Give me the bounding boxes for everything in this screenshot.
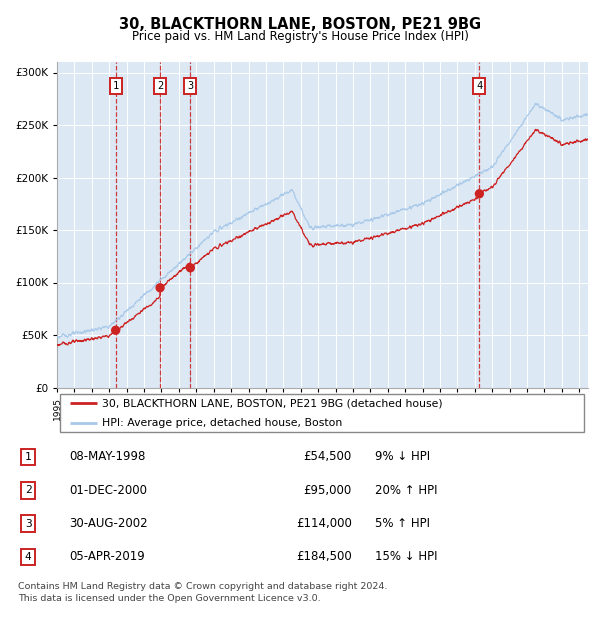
Text: 4: 4 [25,552,32,562]
Text: 9% ↓ HPI: 9% ↓ HPI [375,450,430,463]
Point [155,283,165,293]
Text: £95,000: £95,000 [304,484,352,497]
Text: 2: 2 [157,81,163,91]
Text: 20% ↑ HPI: 20% ↑ HPI [375,484,437,497]
Text: £184,500: £184,500 [296,551,352,564]
Text: 30, BLACKTHORN LANE, BOSTON, PE21 9BG (detached house): 30, BLACKTHORN LANE, BOSTON, PE21 9BG (d… [102,398,443,408]
Text: £114,000: £114,000 [296,517,352,530]
Text: Price paid vs. HM Land Registry's House Price Index (HPI): Price paid vs. HM Land Registry's House … [131,30,469,43]
Text: 05-APR-2019: 05-APR-2019 [70,551,145,564]
Text: £54,500: £54,500 [304,450,352,463]
Text: 15% ↓ HPI: 15% ↓ HPI [375,551,437,564]
Text: 3: 3 [25,518,32,528]
Text: 5% ↑ HPI: 5% ↑ HPI [375,517,430,530]
Text: 1: 1 [25,452,32,462]
Text: 4: 4 [476,81,482,91]
Text: 1: 1 [113,81,119,91]
Text: 30-AUG-2002: 30-AUG-2002 [70,517,148,530]
Text: This data is licensed under the Open Government Licence v3.0.: This data is licensed under the Open Gov… [18,594,320,603]
Text: 01-DEC-2000: 01-DEC-2000 [70,484,148,497]
Text: 08-MAY-1998: 08-MAY-1998 [70,450,146,463]
FancyBboxPatch shape [59,394,584,432]
Point [185,263,195,273]
Point [475,189,484,199]
Text: 30, BLACKTHORN LANE, BOSTON, PE21 9BG: 30, BLACKTHORN LANE, BOSTON, PE21 9BG [119,17,481,32]
Text: 2: 2 [25,485,32,495]
Text: Contains HM Land Registry data © Crown copyright and database right 2024.: Contains HM Land Registry data © Crown c… [18,582,388,591]
Point [111,326,121,335]
Text: 3: 3 [187,81,193,91]
Text: HPI: Average price, detached house, Boston: HPI: Average price, detached house, Bost… [102,418,343,428]
